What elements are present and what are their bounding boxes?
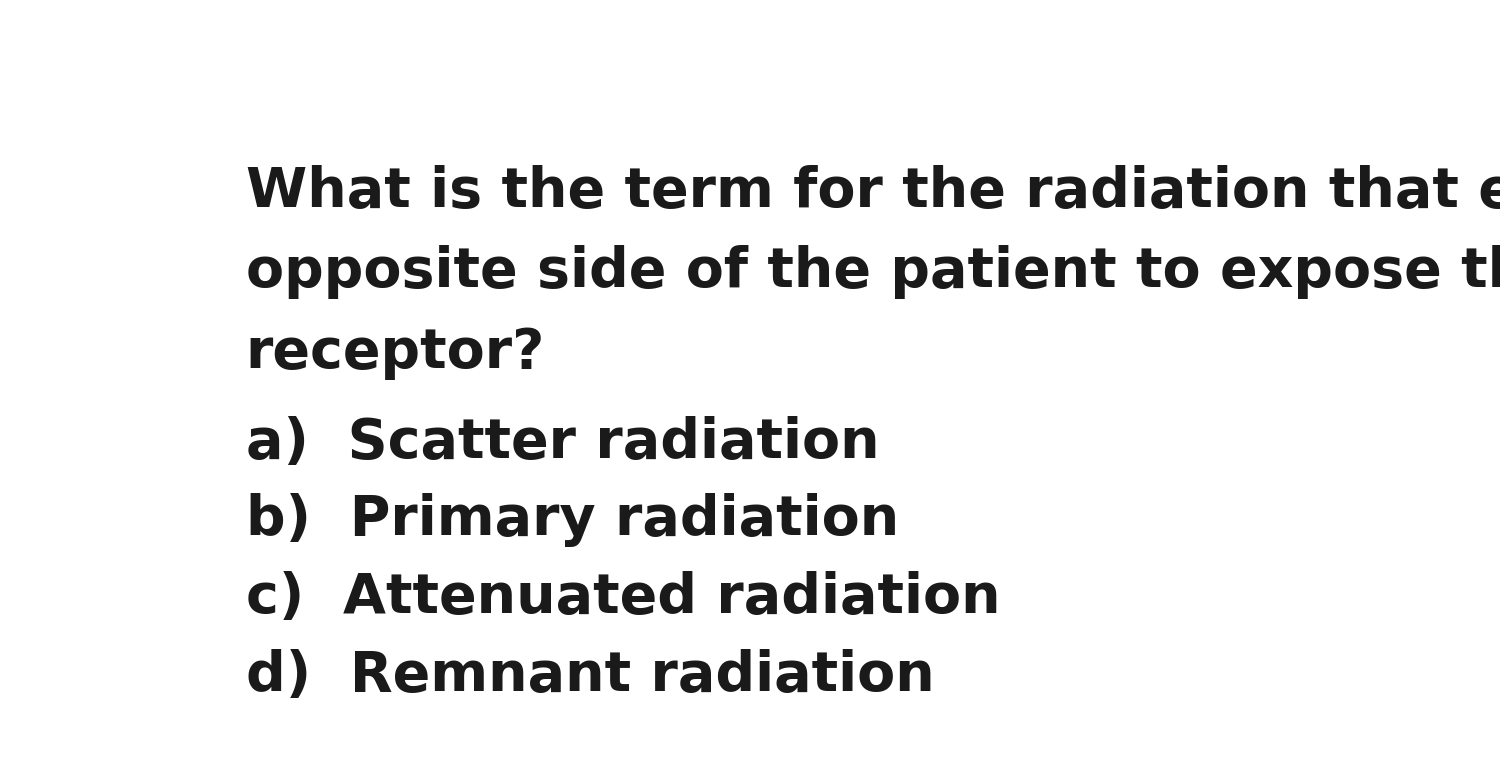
Text: d)  Remnant radiation: d) Remnant radiation	[246, 649, 934, 703]
Text: opposite side of the patient to expose the image: opposite side of the patient to expose t…	[246, 245, 1500, 300]
Text: a)  Scatter radiation: a) Scatter radiation	[246, 416, 879, 469]
Text: b)  Primary radiation: b) Primary radiation	[246, 494, 898, 547]
Text: c)  Attenuated radiation: c) Attenuated radiation	[246, 571, 1000, 625]
Text: What is the term for the radiation that exits the: What is the term for the radiation that …	[246, 165, 1500, 219]
Text: receptor?: receptor?	[246, 326, 544, 380]
